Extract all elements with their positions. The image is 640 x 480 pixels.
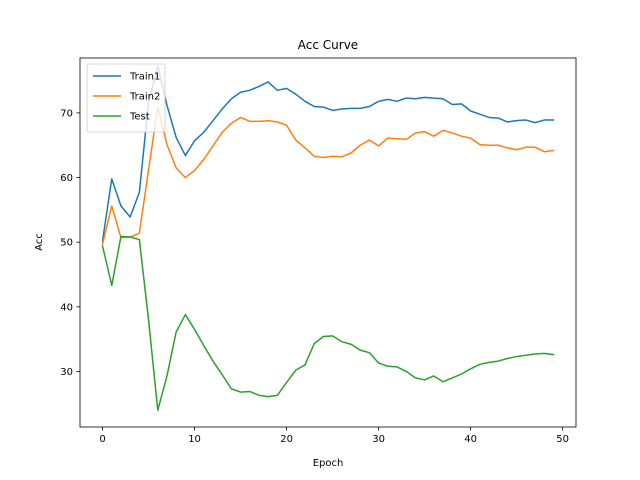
y-axis: 30 40 50 60 70 [60,108,80,378]
x-tick-label: 20 [280,434,293,445]
x-axis: 0 10 20 30 40 50 [99,427,569,445]
chart-title: Acc Curve [298,38,358,52]
legend-label-test: Test [129,112,150,123]
x-tick-label: 0 [99,434,105,445]
y-axis-label: Acc [34,233,45,251]
y-tick-label: 30 [60,367,73,378]
x-tick-label: 50 [556,434,569,445]
y-tick-label: 40 [60,302,73,313]
legend-label-train2: Train2 [129,92,160,103]
x-tick-label: 30 [372,434,385,445]
plot-lines [101,65,555,411]
x-axis-label: Epoch [313,458,344,469]
y-tick-label: 50 [60,238,73,249]
y-tick-label: 70 [60,108,73,119]
series-line-train1 [101,65,555,242]
series-line-train2 [101,106,555,246]
legend-label-train1: Train1 [129,72,160,83]
legend-box [86,63,166,133]
legend: Train1 Train2 Test [86,63,166,133]
series-line-test [101,235,555,411]
x-tick-label: 10 [188,434,201,445]
x-tick-label: 40 [464,434,477,445]
y-tick-label: 60 [60,173,73,184]
